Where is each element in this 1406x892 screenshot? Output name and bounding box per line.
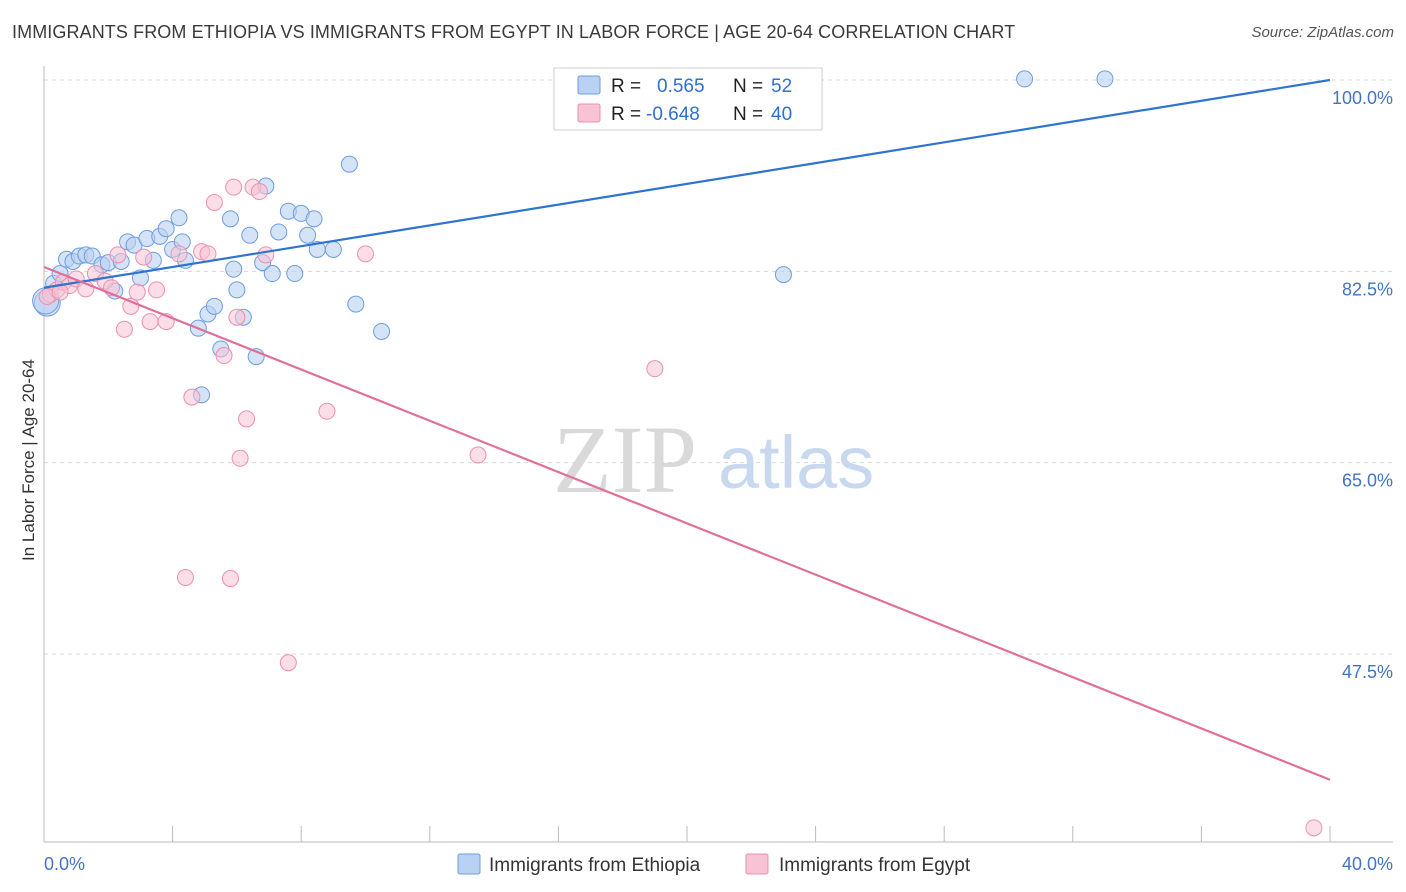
ethiopia-point [305, 210, 323, 228]
ethiopia-point [373, 322, 391, 340]
bottom-legend-label-ethiopia: Immigrants from Ethiopia [489, 855, 701, 876]
y-axis-title: In Labor Force | Age 20-64 [19, 359, 38, 561]
gridlines [44, 79, 1393, 655]
legend-swatch-ethiopia [577, 75, 601, 95]
legend-n-label-ethiopia: N = [733, 76, 763, 97]
legend-n-value-ethiopia: 52 [771, 76, 792, 97]
egypt-point [257, 246, 275, 264]
egypt-point [115, 320, 133, 338]
ethiopia-point [170, 209, 188, 227]
egypt-point [215, 347, 233, 365]
ethiopia-point [1016, 70, 1034, 88]
egypt-point [221, 570, 239, 588]
source-label: Source: ZipAtlas.com [1251, 24, 1394, 41]
ethiopia-point [241, 226, 259, 244]
ethiopia-point [774, 266, 792, 284]
y-tick-label: 47.5% [1342, 662, 1393, 682]
y-tick-label: 82.5% [1342, 279, 1393, 299]
egypt-point [231, 449, 249, 467]
egypt-trend-line [43, 265, 1331, 781]
ethiopia-point [270, 223, 288, 241]
egypt-point [646, 360, 664, 378]
legend-r-label-egypt: R = [611, 104, 641, 125]
ethiopia-point [340, 155, 358, 173]
egypt-point [318, 402, 336, 420]
series-egypt-points [38, 178, 1323, 837]
egypt-point [176, 568, 194, 586]
legend-n-label-egypt: N = [733, 104, 763, 125]
egypt-point [148, 281, 166, 299]
bottom-legend-swatch-egypt [745, 853, 769, 875]
x-tick-label-left: 0.0% [44, 854, 85, 874]
egypt-point [228, 308, 246, 326]
ethiopia-point [225, 260, 243, 278]
legend-r-value-egypt: -0.648 [646, 104, 700, 125]
ethiopia-trend-line [43, 78, 1331, 289]
ethiopia-point [286, 265, 304, 283]
legend-r-label-ethiopia: R = [611, 76, 641, 97]
egypt-point [141, 313, 159, 331]
egypt-point [279, 654, 297, 672]
y-tick-labels: 100.0% 82.5% 65.0% 47.5% [1332, 88, 1393, 682]
ethiopia-point [299, 226, 317, 244]
watermark-zip: ZIP [553, 406, 697, 513]
correlation-legend: R = 0.565 N = 52 R = -0.648 N = 40 [553, 67, 823, 131]
egypt-point [170, 245, 188, 263]
egypt-point [135, 248, 153, 266]
ethiopia-point [221, 210, 239, 228]
egypt-point [128, 283, 146, 301]
bottom-legend-swatch-ethiopia [457, 853, 481, 875]
y-tick-label: 100.0% [1332, 88, 1393, 108]
egypt-point [469, 446, 487, 464]
ethiopia-point [347, 295, 365, 313]
bottom-legend-label-egypt: Immigrants from Egypt [779, 855, 971, 876]
axes [43, 66, 1393, 843]
series-legend: Immigrants from Ethiopia Immigrants from… [457, 853, 971, 876]
egypt-point [183, 388, 201, 406]
ethiopia-point [324, 240, 342, 258]
ethiopia-point [157, 220, 175, 238]
ethiopia-point [1096, 70, 1114, 88]
egypt-point [238, 410, 256, 428]
egypt-point [109, 246, 127, 264]
chart-title: IMMIGRANTS FROM ETHIOPIA VS IMMIGRANTS F… [12, 22, 1016, 42]
ethiopia-point [228, 281, 246, 299]
egypt-point [1305, 819, 1323, 837]
ethiopia-point [205, 297, 223, 315]
x-ticks [172, 826, 1331, 842]
egypt-point [205, 193, 223, 211]
ethiopia-point [263, 265, 281, 283]
egypt-point [357, 245, 374, 263]
egypt-point [225, 178, 243, 196]
legend-swatch-egypt [577, 103, 601, 123]
egypt-point [250, 183, 268, 201]
legend-n-value-egypt: 40 [771, 104, 792, 125]
trend-lines [43, 78, 1331, 781]
x-tick-label-right: 40.0% [1342, 854, 1393, 874]
legend-r-value-ethiopia: 0.565 [657, 76, 705, 97]
y-tick-label: 65.0% [1342, 471, 1393, 491]
